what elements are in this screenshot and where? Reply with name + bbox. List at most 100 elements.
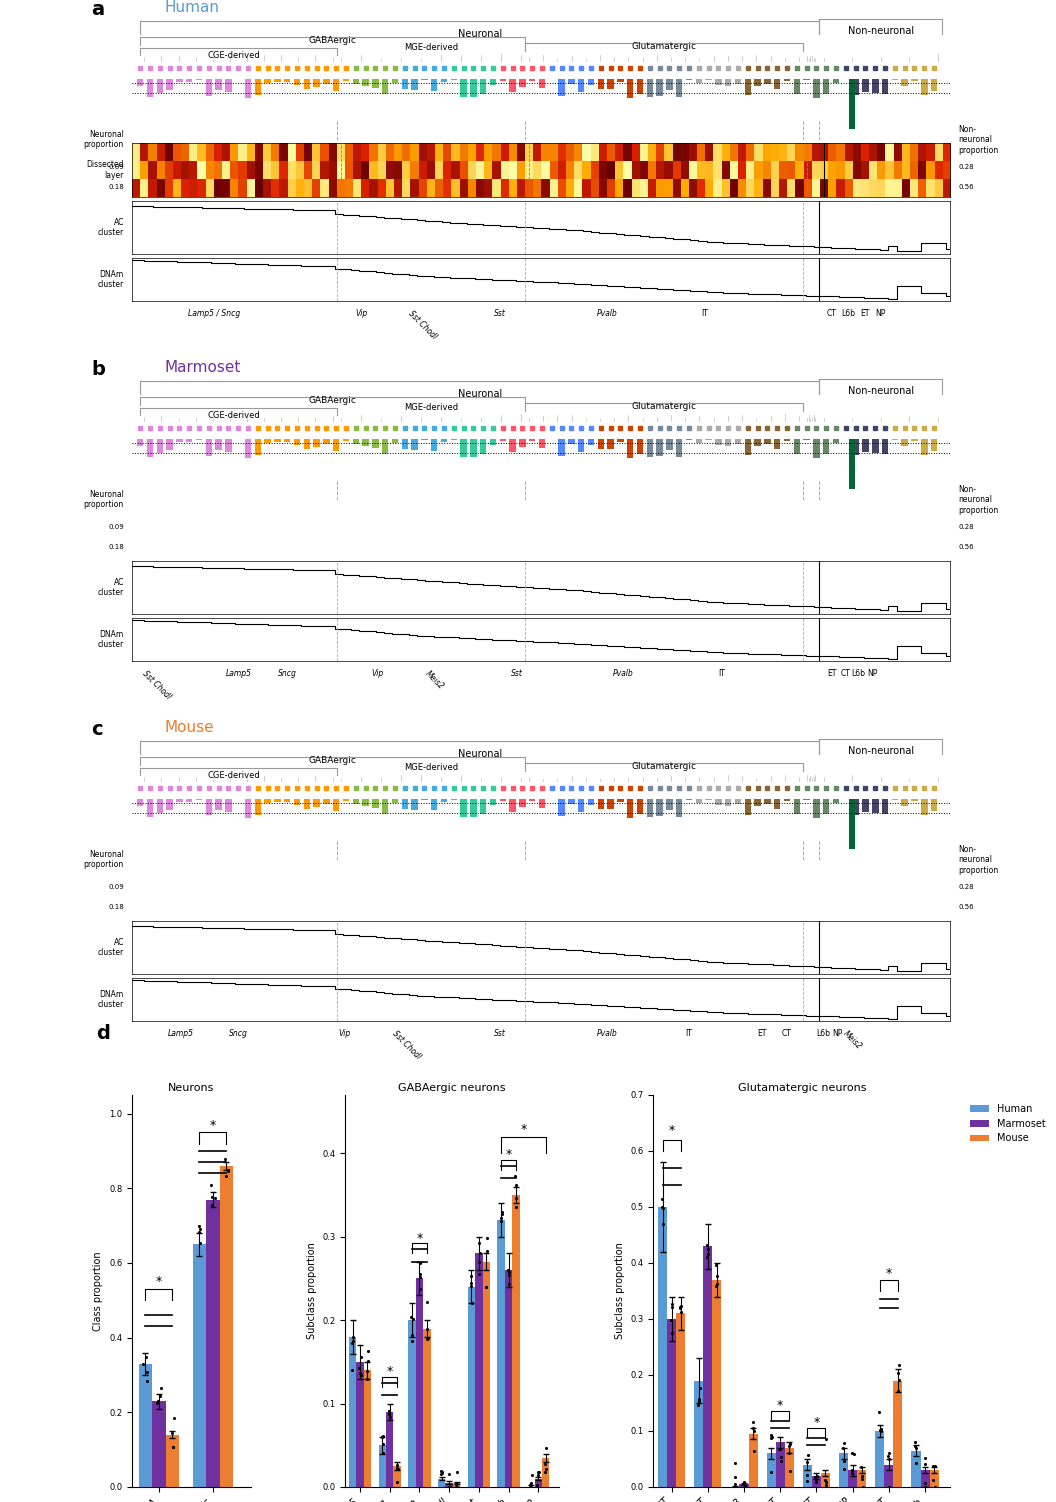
Point	[478, 1239, 495, 1263]
Point	[508, 1173, 525, 1197]
Point	[746, 1419, 762, 1443]
Point	[881, 1448, 898, 1472]
Point	[727, 1451, 743, 1475]
Point	[917, 1451, 934, 1475]
Text: CGE-derived: CGE-derived	[208, 771, 261, 780]
Point	[780, 1440, 797, 1464]
Bar	[453, 1482, 460, 1487]
Point	[818, 1473, 835, 1497]
Point	[871, 1400, 888, 1424]
Bar	[875, 1431, 884, 1487]
Text: IT: IT	[718, 668, 724, 677]
Point	[773, 1449, 790, 1473]
Text: 0.56: 0.56	[959, 185, 975, 191]
Bar	[657, 799, 663, 816]
Point	[375, 1433, 392, 1457]
Bar	[245, 439, 251, 458]
Point	[890, 1379, 907, 1403]
Bar	[754, 799, 761, 805]
Bar	[849, 799, 855, 849]
Point	[925, 1454, 942, 1478]
Text: 0.18: 0.18	[108, 544, 124, 550]
Point	[440, 1461, 457, 1485]
Point	[448, 1472, 465, 1496]
Bar	[446, 1482, 453, 1487]
Text: IT: IT	[701, 309, 709, 318]
Bar	[568, 78, 574, 84]
Bar	[852, 78, 859, 95]
Bar	[821, 1473, 830, 1487]
Bar	[186, 439, 192, 442]
Text: Lamp5 / Sncg: Lamp5 / Sncg	[188, 309, 240, 318]
Point	[808, 1463, 825, 1487]
Bar	[813, 439, 819, 458]
Point	[781, 1458, 798, 1482]
Bar	[884, 1464, 893, 1487]
Bar	[215, 439, 222, 451]
Bar	[559, 799, 565, 816]
Point	[404, 1323, 421, 1347]
Bar	[539, 799, 545, 808]
Point	[845, 1442, 862, 1466]
Text: Pvalb: Pvalb	[612, 668, 634, 677]
Bar	[813, 78, 819, 98]
Text: Neuronal: Neuronal	[457, 389, 502, 400]
Point	[471, 1232, 488, 1256]
Bar	[862, 439, 869, 452]
Bar	[254, 439, 261, 455]
Bar	[520, 799, 526, 807]
Bar	[284, 799, 290, 802]
Bar	[666, 78, 673, 90]
Title: Neurons: Neurons	[168, 1083, 214, 1093]
Point	[352, 1361, 369, 1385]
Text: b: b	[91, 360, 105, 379]
Point	[522, 1473, 539, 1497]
Text: AC
cluster: AC cluster	[97, 937, 124, 957]
Text: *: *	[506, 1149, 512, 1161]
Bar	[499, 799, 506, 801]
Bar	[749, 1434, 757, 1487]
Bar	[676, 799, 682, 817]
Bar	[440, 799, 448, 802]
Bar	[423, 1328, 431, 1487]
Point	[771, 1436, 788, 1460]
Bar	[264, 439, 271, 443]
Point	[418, 1290, 435, 1314]
Text: Lamp5: Lamp5	[168, 1029, 194, 1038]
Point	[844, 1440, 861, 1464]
Bar	[588, 799, 595, 805]
Point	[835, 1448, 852, 1472]
Bar	[206, 799, 212, 816]
Text: Sst: Sst	[494, 1029, 506, 1038]
Point	[477, 1275, 494, 1299]
Bar	[137, 799, 144, 807]
Bar	[225, 78, 231, 93]
Text: Neuronal
proportion: Neuronal proportion	[83, 131, 124, 149]
Bar	[823, 78, 830, 93]
Point	[149, 1389, 166, 1413]
Bar	[152, 1401, 166, 1487]
Bar	[294, 78, 300, 84]
Text: DNAm
cluster: DNAm cluster	[97, 629, 124, 649]
Bar	[774, 78, 780, 89]
Text: Non-
neuronal
proportion: Non- neuronal proportion	[959, 844, 999, 874]
Bar	[314, 439, 320, 448]
Bar	[812, 1476, 821, 1487]
Bar	[930, 799, 938, 811]
Bar	[774, 439, 780, 449]
Bar	[356, 1362, 363, 1487]
Text: L6b: L6b	[841, 309, 855, 318]
Text: MGE-derived: MGE-derived	[403, 403, 458, 412]
Text: Vip: Vip	[372, 668, 383, 677]
Bar	[206, 78, 212, 96]
Bar	[460, 439, 467, 457]
Bar	[715, 78, 721, 86]
Bar	[744, 799, 751, 814]
Point	[798, 1449, 815, 1473]
Bar	[166, 1434, 180, 1487]
Text: Mouse: Mouse	[165, 719, 214, 734]
Bar	[627, 439, 634, 458]
Bar	[275, 78, 281, 83]
Text: Meis2: Meis2	[423, 668, 446, 691]
Point	[419, 1326, 436, 1350]
